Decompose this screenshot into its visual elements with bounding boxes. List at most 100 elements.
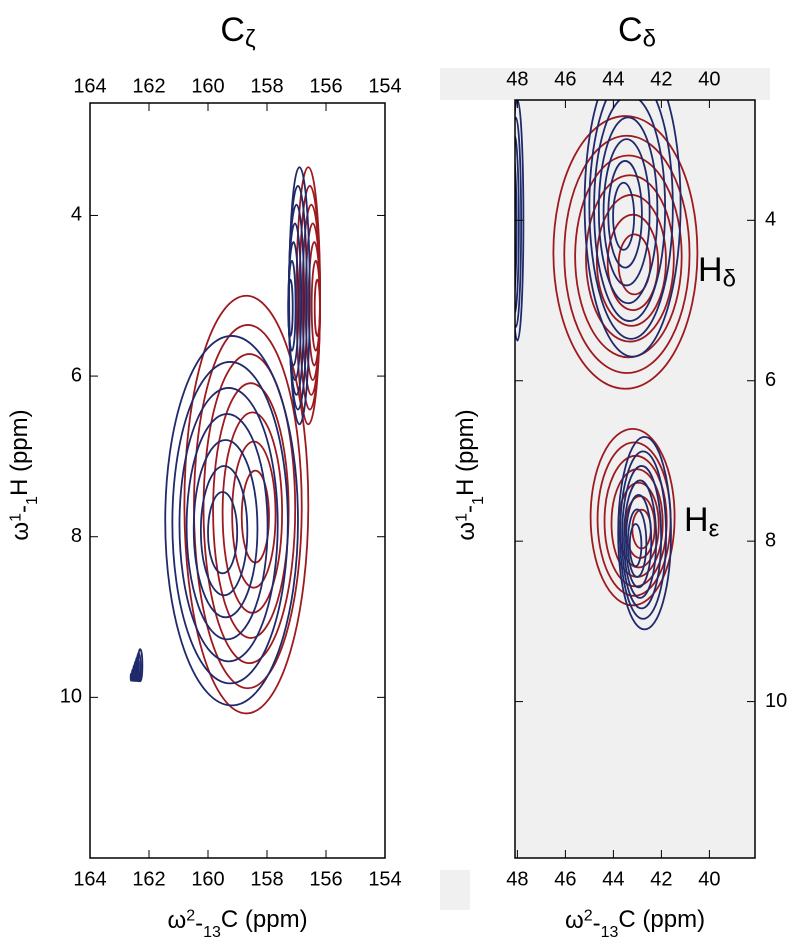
- plot-area: [90, 103, 385, 858]
- x-tick-label: 40: [698, 68, 720, 90]
- x-tick-label: 154: [368, 75, 401, 97]
- annotation-main: H: [698, 251, 723, 289]
- contour: [612, 181, 636, 251]
- contour: [129, 672, 133, 682]
- x-axis-label-part: ω: [167, 907, 186, 934]
- contour: [607, 160, 643, 269]
- contour: [621, 465, 663, 610]
- y-axis-label-part: ω: [453, 522, 480, 541]
- x-tick-label: 42: [650, 68, 672, 90]
- annotation: Hδ: [698, 251, 736, 293]
- x-tick-label: 156: [309, 868, 342, 890]
- x-axis-label-part: -: [593, 910, 601, 937]
- contour: [199, 465, 249, 597]
- band: [440, 870, 470, 910]
- contours: [507, 100, 699, 631]
- annotation-sub: δ: [723, 266, 736, 293]
- title-main: C: [220, 11, 245, 49]
- contours: [129, 166, 322, 715]
- contour: [171, 361, 289, 685]
- x-tick-label: 156: [309, 75, 342, 97]
- contour: [585, 174, 675, 343]
- x-tick-label: 154: [368, 868, 401, 890]
- chart-title: Cδ: [618, 11, 656, 53]
- y-axis-label-part: H (ppm): [6, 409, 33, 496]
- annotation-main: H: [684, 501, 709, 539]
- contour: [212, 382, 290, 639]
- x-axis-label-part: C (ppm): [221, 906, 308, 933]
- x-tick-label: 162: [132, 75, 165, 97]
- contour: [602, 138, 651, 287]
- contour: [626, 508, 648, 578]
- x-tick-label: 40: [698, 868, 720, 890]
- x-axis-label: ω2-13C (ppm): [167, 906, 307, 941]
- contour: [563, 134, 691, 374]
- contour: [164, 335, 299, 707]
- x-axis-label-part: ω: [565, 907, 584, 934]
- contour: [313, 278, 321, 337]
- y-axis-label-part: -: [456, 505, 483, 513]
- contour: [515, 100, 525, 342]
- x-tick-label: 44: [602, 868, 624, 890]
- y-tick-label: 10: [60, 686, 82, 708]
- contour: [515, 134, 520, 315]
- y-axis-label-part: 1: [24, 496, 41, 505]
- contour: [508, 188, 512, 272]
- x-tick-label: 164: [73, 75, 106, 97]
- band: [440, 68, 770, 100]
- contour: [593, 100, 667, 322]
- y-axis-label-part: 1: [454, 513, 471, 522]
- title-sub: ζ: [245, 26, 256, 53]
- x-tick-label: 46: [554, 68, 576, 90]
- contour: [185, 413, 269, 641]
- x-tick-label: 46: [554, 868, 576, 890]
- contour: [183, 294, 310, 715]
- contour: [515, 156, 518, 296]
- x-tick-label: 164: [73, 868, 106, 890]
- y-axis-label: ω1-1H (ppm): [6, 409, 41, 540]
- contour: [623, 479, 658, 599]
- contour: [617, 435, 672, 631]
- contour: [597, 116, 659, 305]
- annotation: Hε: [684, 501, 720, 543]
- x-axis-label-part: 13: [203, 924, 221, 941]
- contour: [588, 100, 674, 340]
- frame: [89, 102, 386, 859]
- annotation-sub: ε: [709, 516, 720, 543]
- contour: [287, 278, 294, 337]
- x-axis-label-part: -: [195, 910, 203, 937]
- x-axis-label-part: 13: [601, 924, 619, 941]
- title-main: C: [618, 11, 643, 49]
- x-tick-label: 42: [650, 868, 672, 890]
- contour: [606, 213, 660, 312]
- frame: [514, 99, 756, 859]
- x-tick-label: 44: [602, 68, 624, 90]
- y-tick-label: 6: [71, 364, 82, 386]
- y-tick-label: 6: [765, 369, 776, 391]
- contour: [207, 491, 239, 575]
- x-tick-label: 48: [506, 68, 528, 90]
- y-axis-label-part: -: [10, 505, 37, 513]
- x-axis-label-part: 2: [186, 908, 195, 925]
- y-axis-label-part: ω: [7, 522, 34, 541]
- x-tick-label: 162: [132, 868, 165, 890]
- contour: [202, 353, 297, 665]
- contour: [178, 387, 279, 663]
- x-tick-label: 160: [191, 75, 224, 97]
- contour: [552, 115, 699, 390]
- contour: [574, 154, 683, 359]
- x-tick-label: 48: [506, 868, 528, 890]
- x-axis-label-part: 2: [584, 908, 593, 925]
- y-tick-label: 4: [71, 204, 82, 226]
- contour: [625, 494, 653, 589]
- y-tick-label: 8: [765, 529, 776, 551]
- contour: [589, 427, 676, 607]
- x-tick-label: 158: [250, 75, 283, 97]
- y-tick-label: 4: [765, 209, 776, 231]
- y-tick-label: 8: [71, 525, 82, 547]
- y-axis-label-part: 1: [470, 496, 487, 505]
- chart-title: Cζ: [220, 11, 256, 53]
- contour: [507, 206, 510, 259]
- contour: [192, 439, 259, 619]
